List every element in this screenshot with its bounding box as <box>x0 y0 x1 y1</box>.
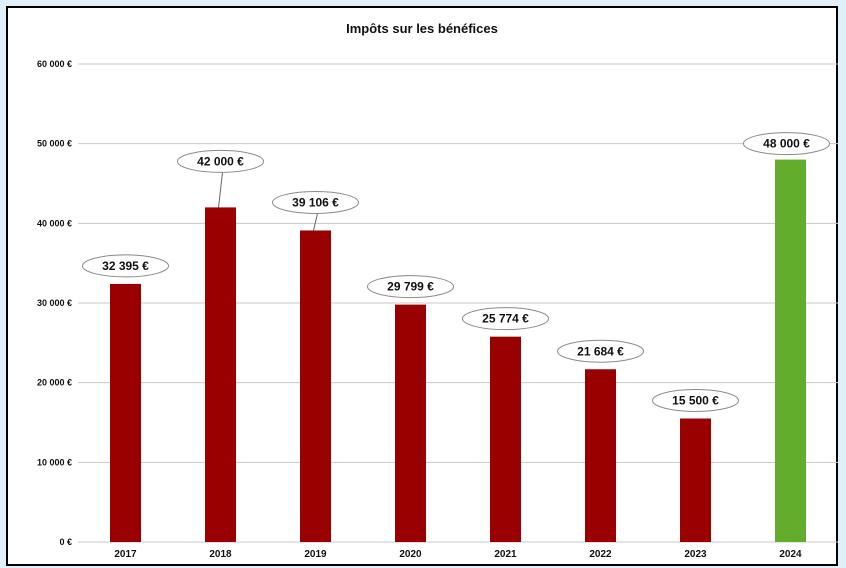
value-label: 39 106 € <box>292 195 339 209</box>
x-tick-label: 2018 <box>209 549 232 560</box>
value-label-bubble <box>652 389 739 413</box>
bar <box>775 159 806 542</box>
value-label-bubble <box>462 307 549 331</box>
y-tick-label: 20 000 € <box>37 378 72 388</box>
bar <box>205 207 236 542</box>
value-label: 29 799 € <box>387 280 434 294</box>
value-label-bubble <box>743 132 830 156</box>
x-tick-label: 2021 <box>494 549 517 560</box>
value-label: 42 000 € <box>197 154 244 168</box>
x-tick-label: 2023 <box>684 549 707 560</box>
y-tick-label: 0 € <box>59 537 72 547</box>
value-label: 15 500 € <box>672 394 719 408</box>
value-label: 48 000 € <box>763 137 810 151</box>
value-label-bubble <box>177 149 264 173</box>
y-tick-label: 50 000 € <box>37 139 72 149</box>
value-label: 21 684 € <box>577 344 624 358</box>
bar <box>585 369 616 542</box>
bar-chart: 0 € 10 000 € 20 000 € 30 000 € 40 000 € 50 00… <box>37 59 838 560</box>
bar <box>110 283 141 542</box>
value-label-bubble <box>367 275 454 299</box>
y-tick-label: 40 000 € <box>37 218 72 228</box>
x-tick-label: 2024 <box>779 549 802 560</box>
x-tick-label: 2022 <box>589 549 612 560</box>
bar <box>395 304 426 542</box>
value-label-leader <box>218 172 223 208</box>
y-tick-label: 30 000 € <box>37 298 72 308</box>
value-label-leader <box>313 213 318 231</box>
value-label: 25 774 € <box>482 312 529 326</box>
bar <box>680 418 711 542</box>
value-label-bubble <box>82 254 169 278</box>
bar <box>300 230 331 542</box>
value-label-bubble <box>557 339 644 363</box>
chart-frame: Impôts sur les bénéfices 0 € 10 000 € 20 0… <box>6 6 838 566</box>
chart-title: Impôts sur les bénéfices <box>346 21 498 36</box>
y-tick-label: 60 000 € <box>37 59 72 69</box>
x-tick-label: 2019 <box>304 549 327 560</box>
y-tick-label: 10 000 € <box>37 457 72 467</box>
value-label-bubble <box>272 190 359 214</box>
value-label: 32 395 € <box>102 259 149 273</box>
bar <box>490 336 521 542</box>
x-tick-label: 2020 <box>399 549 422 560</box>
x-tick-label: 2017 <box>114 549 137 560</box>
